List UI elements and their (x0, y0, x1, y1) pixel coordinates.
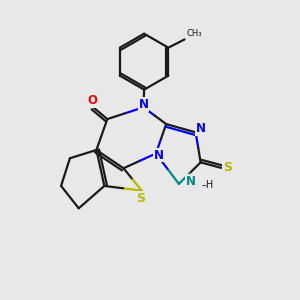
Text: O: O (88, 94, 98, 107)
Text: S: S (223, 161, 232, 174)
Text: N: N (139, 98, 148, 111)
Text: N: N (196, 122, 206, 135)
Text: N: N (154, 148, 164, 161)
Text: N: N (186, 175, 196, 188)
Text: –H: –H (202, 180, 214, 190)
Text: CH₃: CH₃ (186, 29, 202, 38)
Text: S: S (136, 192, 145, 206)
